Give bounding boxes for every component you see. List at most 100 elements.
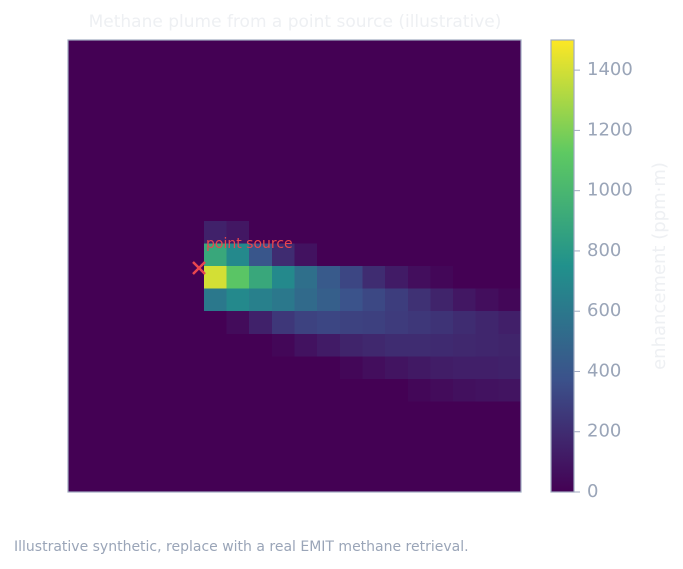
heat-cell [430,333,454,357]
heat-cell [362,469,386,493]
heat-cell [203,220,228,244]
heat-cell [181,266,205,290]
heat-cell [385,243,409,267]
heat-cell [90,175,114,199]
heat-cell [407,356,431,380]
heat-cell [430,288,454,312]
heat-cell [294,401,318,425]
heat-cell [203,153,228,177]
heat-cell [203,401,228,425]
heat-cell [317,446,341,470]
heat-cell [385,469,409,493]
heat-cell [498,175,522,199]
heat-cell [498,469,522,493]
heat-cell [294,266,318,290]
heat-cell [113,175,137,199]
heat-cell [453,107,477,131]
heat-cell [339,175,363,199]
heat-cell [407,446,431,470]
heat-cell [158,446,182,470]
heat-cell [362,107,386,131]
colorbar-tick-label: 1200 [587,119,633,140]
heat-cell [249,130,273,154]
heat-cell [113,446,137,470]
heat-cell [113,401,137,425]
heat-cell [385,40,409,64]
heat-cell [407,288,431,312]
heat-cell [430,153,454,177]
heat-cell [385,266,409,290]
heat-cell [68,175,92,199]
heat-cell [271,85,295,109]
heat-cell [453,311,477,335]
heat-cell [181,288,205,312]
heat-cell [498,153,522,177]
heat-cell [135,401,160,425]
heat-cell [317,153,341,177]
heat-cell [475,356,499,380]
heat-cell [226,446,250,470]
heat-cell [339,130,363,154]
heat-cell [158,107,182,131]
heat-cell [113,85,137,109]
colorbar-tick-label: 200 [587,421,621,442]
heat-cell [317,424,341,448]
heat-cell [498,446,522,470]
heat-cell [317,40,341,64]
heat-cell [294,311,318,335]
heat-cell [158,220,182,244]
heat-cell [498,424,522,448]
heat-cell [294,198,318,222]
heat-cell [90,40,114,64]
heat-cell [181,311,205,335]
heat-cell [113,153,137,177]
heat-cell [475,288,499,312]
heat-cell [181,243,205,267]
heat-cell [249,175,273,199]
heat-cell [181,379,205,403]
plot-frame [67,39,522,493]
heat-cell [181,446,205,470]
heat-cell [181,107,205,131]
heat-cell [249,446,273,470]
heat-cell [294,333,318,357]
heat-cell [271,469,295,493]
heat-cell [453,243,477,267]
heat-cell [294,243,318,267]
heat-cell [362,130,386,154]
heat-cell [430,107,454,131]
heat-cell [317,243,341,267]
heat-cell [407,153,431,177]
heat-cell [407,107,431,131]
heat-cell [135,243,160,267]
footnote: Illustrative synthetic, replace with a r… [14,539,469,555]
heat-cell [362,175,386,199]
heat-cell [271,62,295,86]
heat-cell [271,40,295,64]
heat-cell [90,107,114,131]
heat-cell [317,198,341,222]
heat-cell [339,288,363,312]
heat-cell [294,220,318,244]
heat-cell [453,424,477,448]
heat-cell [385,153,409,177]
heat-cell [339,153,363,177]
heat-cell [181,175,205,199]
heat-cell [498,243,522,267]
heat-cell [135,198,160,222]
heat-cell [430,198,454,222]
heat-cell [158,153,182,177]
heat-cell [430,40,454,64]
heat-cell [226,220,250,244]
heat-cell [158,356,182,380]
heat-cell [407,424,431,448]
heat-cell [498,220,522,244]
heat-cell [203,446,228,470]
source-marker [192,261,206,275]
heat-cell [249,311,273,335]
heat-cell [68,311,92,335]
heat-cell [135,288,160,312]
heat-cell [294,356,318,380]
heat-cell [498,311,522,335]
